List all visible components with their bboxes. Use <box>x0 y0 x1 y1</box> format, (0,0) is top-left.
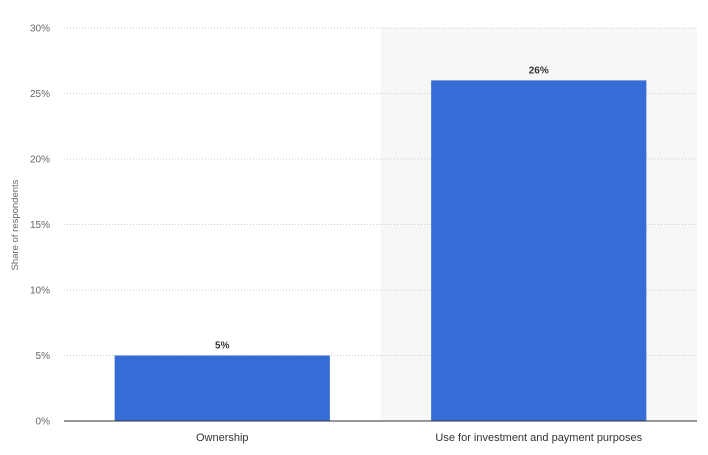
y-tick-label: 15% <box>30 220 50 231</box>
bars <box>114 80 647 422</box>
x-tick-label: Use for investment and payment purposes <box>435 432 642 444</box>
y-tick-label: 5% <box>36 351 51 362</box>
bar-1[interactable] <box>431 80 647 422</box>
y-tick-label: 30% <box>30 24 50 35</box>
data-label: 26% <box>529 65 549 76</box>
y-axis-ticks: 0% 5% 10% 15% 20% 25% 30% <box>30 24 50 428</box>
bar-0[interactable] <box>114 355 330 422</box>
y-axis-title: Share of respondents <box>10 179 21 270</box>
y-tick-label: 25% <box>30 89 50 100</box>
data-labels: 5% 26% <box>215 65 549 351</box>
x-tick-label: Ownership <box>196 432 249 444</box>
data-label: 5% <box>215 341 230 352</box>
y-tick-label: 10% <box>30 286 50 297</box>
y-tick-label: 0% <box>36 417 51 428</box>
y-tick-label: 20% <box>30 155 50 166</box>
x-axis-labels: Ownership Use for investment and payment … <box>196 432 643 444</box>
